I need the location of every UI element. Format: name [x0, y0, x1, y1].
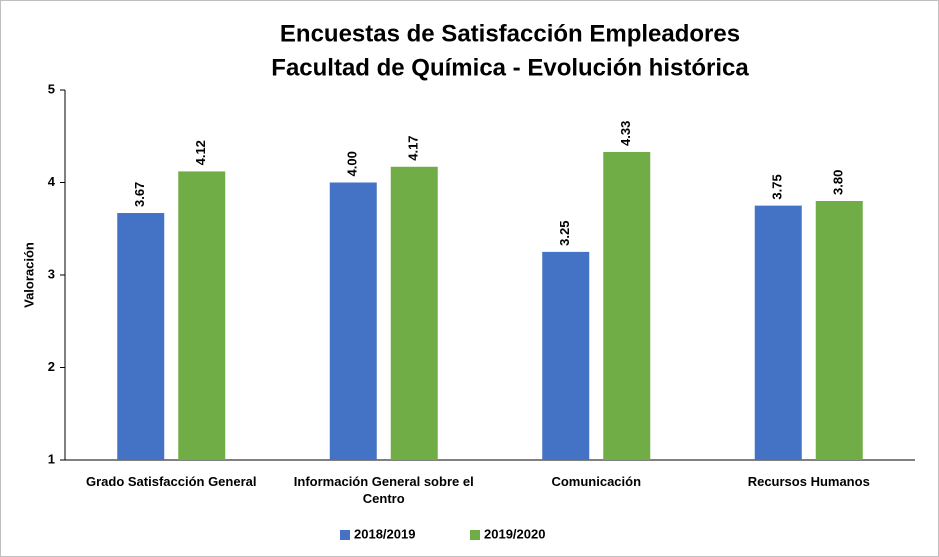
value-label: 4.33: [618, 121, 633, 146]
value-label: 3.67: [132, 182, 147, 207]
chart-title: Encuestas de Satisfacción Empleadores: [280, 20, 740, 47]
legend-swatch: [340, 530, 350, 540]
legend-label: 2018/2019: [354, 526, 415, 541]
x-tick-label: Comunicación: [551, 474, 642, 489]
y-tick-label: 3: [48, 266, 55, 281]
legend-swatch: [470, 530, 480, 540]
legend-label: 2019/2020: [484, 526, 545, 541]
bar: [542, 251, 590, 460]
y-tick-label: 1: [48, 451, 55, 466]
bar: [815, 201, 863, 460]
value-label: 3.80: [831, 170, 846, 195]
y-tick-label: 2: [48, 359, 55, 374]
y-tick-label: 4: [48, 174, 56, 189]
bar: [754, 205, 802, 460]
x-tick-label: Información General sobre el Centro: [293, 474, 474, 506]
y-axis-label: Valoración: [21, 242, 36, 308]
value-label: 3.75: [770, 174, 785, 199]
chart-subtitle: Facultad de Química - Evolución históric…: [271, 54, 749, 81]
y-tick-label: 5: [48, 81, 55, 96]
value-label: 4.00: [345, 151, 360, 176]
bar: [329, 182, 377, 460]
value-label: 4.17: [406, 135, 421, 160]
bar: [390, 166, 438, 460]
bar: [117, 213, 165, 460]
value-label: 3.25: [557, 221, 572, 246]
value-label: 4.12: [193, 140, 208, 165]
bar: [603, 151, 651, 460]
bar: [178, 171, 226, 460]
x-tick-label: Grado Satisfacción General: [85, 474, 257, 489]
x-tick-label: Recursos Humanos: [747, 474, 870, 489]
